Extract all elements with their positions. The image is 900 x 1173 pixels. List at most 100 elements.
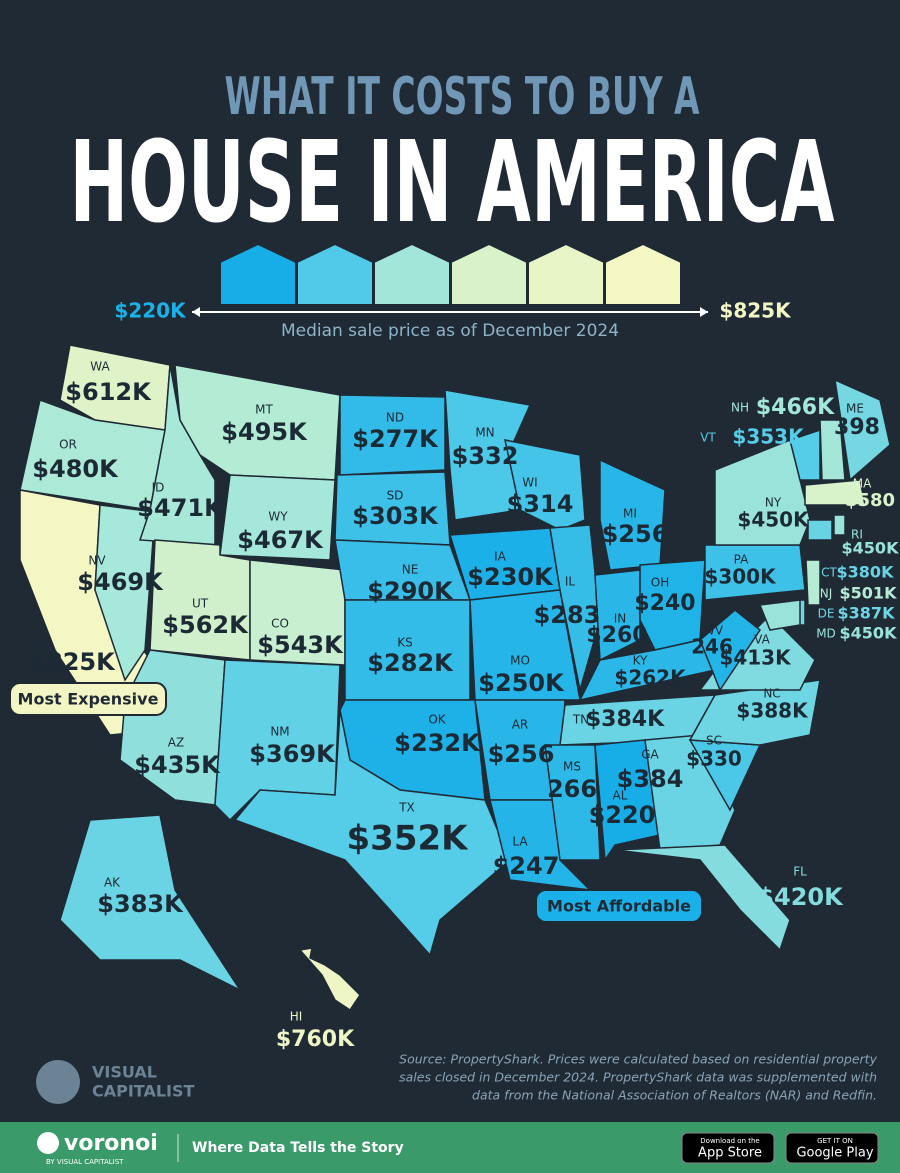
map: WA $612K OR $480K CA$825K NV$469K ID$471K MT$49… bbox=[19, 344, 899, 1052]
state-abbr: VT bbox=[700, 431, 716, 445]
footer-tagline: Where Data Tells the Story bbox=[192, 1140, 404, 1156]
state-price: $495K bbox=[221, 418, 308, 446]
state-price: $330 bbox=[686, 747, 742, 771]
state-abbr: HI bbox=[290, 1010, 303, 1024]
state-abbr: NH bbox=[731, 401, 749, 415]
state-price: $262K bbox=[614, 666, 687, 690]
state-price: $352K bbox=[347, 819, 470, 859]
state-price: $466K bbox=[756, 395, 835, 420]
state-abbr: IN bbox=[614, 612, 627, 626]
state-abbr: NE bbox=[402, 563, 419, 577]
state-price: $380K bbox=[837, 563, 895, 582]
app-store-button[interactable] bbox=[681, 1132, 775, 1164]
callout-affordable: Most Affordable bbox=[547, 897, 691, 916]
state bbox=[339, 394, 446, 476]
state-price: $232K bbox=[394, 729, 481, 757]
state-price: $435K bbox=[134, 751, 221, 779]
state-price: $303K bbox=[352, 502, 439, 530]
state bbox=[819, 419, 846, 481]
legend-houses bbox=[219, 242, 682, 306]
callout-expensive: Most Expensive bbox=[18, 690, 159, 709]
state-price: $283 bbox=[534, 601, 601, 629]
app-store-small: Download on the bbox=[700, 1137, 759, 1145]
state-abbr: CA bbox=[37, 638, 54, 652]
state-abbr: WV bbox=[703, 624, 724, 638]
state-abbr: CT bbox=[821, 566, 837, 580]
state-price: $220 bbox=[589, 801, 656, 829]
state-price: $413K bbox=[719, 646, 792, 670]
state-price: $825K bbox=[29, 648, 116, 676]
title-line2: HOUSE IN AMERICA bbox=[70, 118, 835, 248]
state-price: $230K bbox=[467, 563, 554, 591]
state bbox=[804, 479, 866, 506]
state-price: $469K bbox=[77, 568, 164, 596]
state-abbr: SD bbox=[387, 489, 404, 503]
state-abbr: IL bbox=[565, 575, 576, 589]
state-abbr: KY bbox=[633, 654, 648, 668]
state-price: $480K bbox=[32, 455, 119, 483]
state-price: $256 bbox=[488, 740, 555, 768]
source-line: data from the National Association of Re… bbox=[472, 1088, 877, 1103]
state-price: $369K bbox=[249, 740, 336, 768]
state-abbr: NV bbox=[88, 554, 106, 568]
google-play-button[interactable] bbox=[785, 1132, 879, 1164]
state-price: $240 bbox=[634, 591, 695, 616]
brand-logo bbox=[36, 1060, 80, 1104]
state bbox=[219, 474, 336, 561]
state-abbr: NC bbox=[763, 687, 780, 701]
state-abbr: NJ bbox=[820, 587, 833, 601]
state bbox=[504, 439, 586, 531]
state-price: $450K bbox=[737, 508, 810, 532]
state bbox=[544, 744, 601, 861]
state-abbr: MN bbox=[475, 426, 494, 440]
state-abbr: UT bbox=[192, 597, 209, 611]
state bbox=[758, 599, 801, 631]
state-abbr: AK bbox=[104, 876, 121, 890]
state-price: $467K bbox=[237, 526, 324, 554]
state-price: $290K bbox=[367, 577, 454, 605]
state-abbr: MO bbox=[510, 654, 530, 668]
state-price: $383K bbox=[97, 890, 184, 918]
title-line1: WHAT IT COSTS TO BUY A bbox=[225, 67, 700, 127]
state-price: $256 bbox=[602, 520, 669, 548]
state-abbr: GA bbox=[641, 748, 659, 762]
google-play: Google Play bbox=[796, 1146, 873, 1161]
state bbox=[807, 519, 833, 541]
brand: CAPITALIST bbox=[92, 1082, 195, 1101]
state-abbr: NM bbox=[270, 725, 289, 739]
state-price: $612K bbox=[65, 378, 152, 406]
state-price: $388K bbox=[736, 699, 809, 723]
state-abbr: KS bbox=[397, 636, 413, 650]
state-abbr: MA bbox=[853, 477, 872, 491]
state-price: 266 bbox=[547, 775, 597, 803]
state-price: $384K bbox=[586, 707, 665, 732]
state-price: $247 bbox=[493, 852, 560, 880]
state-abbr: OK bbox=[428, 713, 446, 727]
state-price: $562K bbox=[162, 611, 249, 639]
footer-logo-sub: BY VISUAL CAPITALIST bbox=[46, 1158, 124, 1166]
state-abbr: WI bbox=[522, 476, 537, 490]
state-abbr: NY bbox=[765, 496, 782, 510]
legend-house bbox=[604, 242, 682, 306]
state-abbr: FL bbox=[793, 865, 807, 879]
state-price: $450K bbox=[840, 624, 898, 643]
state bbox=[614, 844, 791, 952]
state bbox=[699, 609, 762, 692]
state-abbr: ME bbox=[846, 402, 864, 416]
state bbox=[549, 524, 601, 691]
state-abbr: TN bbox=[572, 713, 589, 727]
source-line: Source: PropertyShark. Prices were calcu… bbox=[399, 1052, 877, 1067]
state-abbr: AR bbox=[512, 718, 529, 732]
state-price: $543K bbox=[257, 631, 344, 659]
state-abbr: MD bbox=[816, 627, 836, 641]
state-price: $384 bbox=[617, 765, 684, 793]
state bbox=[594, 569, 641, 662]
state-price: $250K bbox=[478, 669, 565, 697]
state-abbr: LA bbox=[512, 835, 528, 849]
state-abbr: MT bbox=[255, 403, 273, 417]
callout-box bbox=[535, 889, 703, 923]
footer-logo: voronoi bbox=[64, 1131, 158, 1156]
state bbox=[789, 428, 821, 481]
state-abbr: AZ bbox=[168, 736, 184, 750]
